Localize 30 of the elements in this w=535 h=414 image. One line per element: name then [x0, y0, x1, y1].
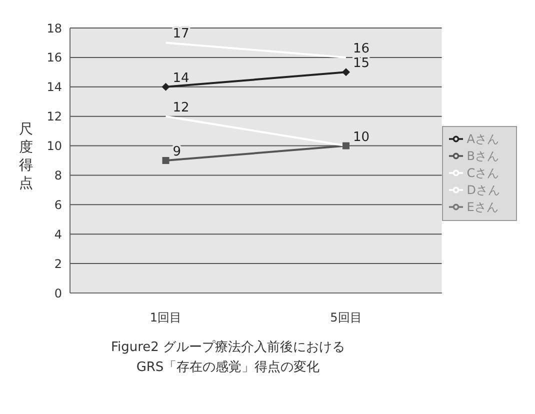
- y-tick-label: 14: [46, 80, 62, 94]
- y-tick-label: 12: [46, 110, 62, 124]
- point: [162, 82, 170, 91]
- data-label: 10: [353, 130, 370, 145]
- data-label: 16: [353, 41, 370, 56]
- legend-label: Cさん: [466, 166, 500, 180]
- text: Figure2 グループ療法介入前後における GRS「存在の感覚」得点の変化: [110, 339, 346, 377]
- data-label: 17: [172, 26, 190, 42]
- y-tick-label: 0: [54, 286, 62, 300]
- y-tick-label: 6: [54, 198, 62, 212]
- point: [342, 142, 350, 150]
- legend-label: Eさん: [466, 200, 498, 214]
- data-label: 9: [172, 144, 182, 160]
- point: [342, 68, 350, 76]
- data-label: 12: [172, 100, 190, 116]
- x-tick-label: 5回目: [330, 310, 362, 325]
- data-label: 14: [172, 70, 190, 86]
- y-tick-label: 4: [54, 227, 62, 242]
- y-tick-label: 2: [54, 256, 62, 271]
- y-tick-label: 8: [54, 168, 62, 182]
- x-tick-label: 1回目: [150, 310, 182, 325]
- legend-label: Bさん: [466, 148, 499, 162]
- y-tick-label: 16: [46, 50, 62, 65]
- point: [162, 157, 170, 164]
- legend-label: Aさん: [466, 132, 499, 146]
- y-tick-label: 18: [46, 21, 62, 36]
- data-label: 15: [353, 56, 370, 72]
- y-axis-title: 尺度得点: [19, 122, 33, 192]
- y-tick-label: 10: [46, 139, 62, 154]
- legend-label: Dさん: [466, 182, 500, 196]
